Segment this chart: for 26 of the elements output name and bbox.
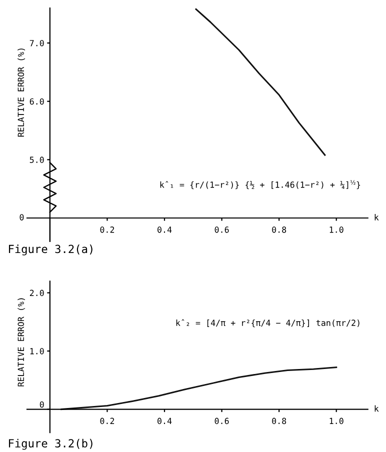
y-tick-label: 0 — [40, 401, 44, 408]
x-tick-label: 0.6 — [214, 418, 229, 424]
y-axis-title: RELATIVE ERROR (%) — [18, 48, 26, 137]
x-tick-label: 0.2 — [100, 226, 114, 233]
y-tick-label: 7.0 — [30, 40, 44, 46]
x-tick-label: 0.8 — [272, 226, 286, 233]
x-tick-label: 0.4 — [158, 226, 172, 233]
x-axis-title: k — [374, 405, 379, 412]
text: 0 — [20, 214, 24, 220]
x-tick-label: 0.6 — [214, 226, 229, 233]
x-tick-label: 0.4 — [158, 418, 172, 424]
y-tick-label: 2.0 — [30, 290, 44, 296]
y-tick-label: 1.0 — [30, 348, 44, 354]
annotation: k̂₂ = [4/π + r²{π/4 − 4/π}] tan(πr/2) — [176, 319, 360, 328]
y-axis-title: RELATIVE ERROR (%) — [18, 298, 26, 386]
caption: Figure 3.2(b) — [8, 438, 92, 450]
line-series — [195, 8, 326, 156]
annotation: k̂₁ = {r/(1−r²)} {½ + [1.46(1−r²) + ¼]$^{½}$} — [160, 180, 360, 190]
x-tick-label: 1.0 — [330, 226, 344, 233]
y-tick-label: 5.0 — [30, 156, 44, 163]
y-tick-label: 6.0 — [30, 98, 44, 105]
x-axis-title: k — [374, 214, 379, 220]
x-tick-label: 1.0 — [330, 418, 344, 424]
x-tick-label: 0.2 — [100, 418, 114, 424]
caption: Figure 3.2(a) — [8, 244, 92, 256]
x-tick-label: 0.8 — [272, 418, 286, 424]
